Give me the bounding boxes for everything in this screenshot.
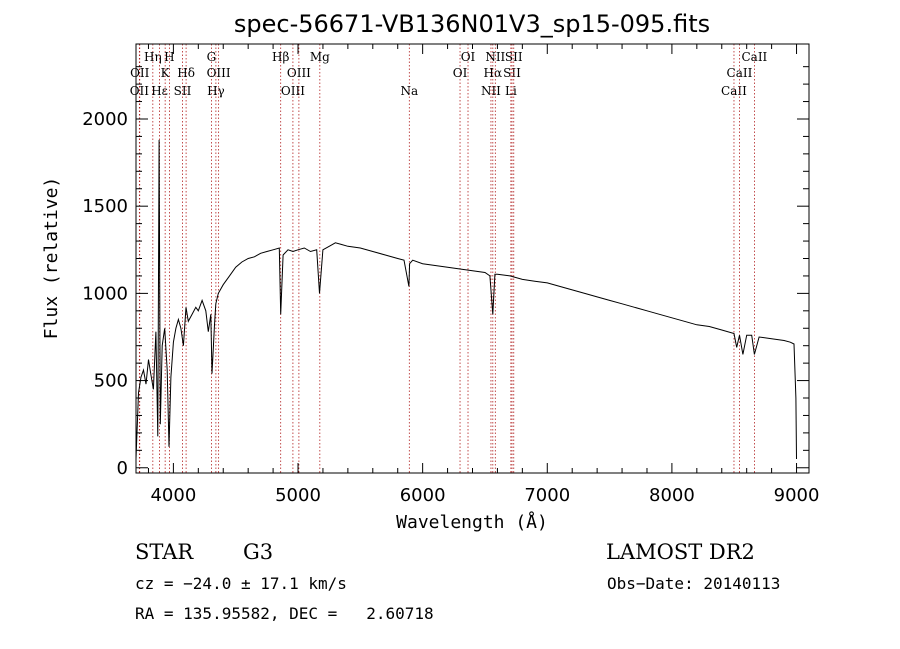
- spectral-line-label: NII: [485, 50, 505, 64]
- spectral-line-label: SII: [505, 50, 523, 64]
- x-axis-label: Wavelength (Å): [396, 511, 548, 533]
- object-class: STAR: [135, 540, 194, 564]
- spectral-line-label: OIII: [207, 66, 231, 80]
- spectrum-line: [135, 139, 797, 460]
- spectral-line-label: Hδ: [177, 66, 195, 80]
- x-tick-label: 8000: [649, 485, 695, 506]
- spectral-line-label: Hε: [151, 84, 168, 98]
- spectral-line-label: CaII: [741, 50, 767, 64]
- spectral-line-label: K: [161, 66, 171, 80]
- axis-ticks: 4000 5000 6000 7000 8000 9000 0 500 1000 1500 2000: [82, 44, 819, 506]
- ra-dec-coordinates: RA = 135.95582, DEC = 2.60718: [135, 604, 434, 623]
- x-tick-label: 7000: [524, 485, 570, 506]
- x-tick-label: 6000: [400, 485, 446, 506]
- spectral-line-label: Li: [505, 84, 517, 98]
- x-tick-label: 4000: [150, 485, 196, 506]
- line-annotations: OIIOIIHηHεKHSIIHδGHγOIIIHβOIIIOIIIMgNaOI…: [130, 44, 768, 473]
- plot-frame: [135, 43, 810, 474]
- spectral-line-label: Hη: [144, 50, 162, 64]
- spectral-line-label: OI: [453, 66, 468, 80]
- spectral-line-label: Hβ: [272, 50, 289, 64]
- spectral-line-label: Na: [400, 84, 418, 98]
- spectral-line-label: NII: [481, 84, 501, 98]
- chart-title: spec-56671-VB136N01V3_sp15-095.fits: [234, 10, 710, 38]
- spectral-line-label: G: [207, 50, 217, 64]
- y-tick-label: 0: [117, 458, 128, 479]
- y-tick-label: 1000: [82, 283, 128, 304]
- x-tick-label: 5000: [275, 485, 321, 506]
- spectral-line-label: OI: [461, 50, 476, 64]
- redshift-velocity: cz = −24.0 ± 17.1 km/s: [135, 574, 347, 593]
- y-tick-label: 500: [94, 371, 128, 392]
- spectral-line-label: CaII: [727, 66, 753, 80]
- spectral-line-label: H: [164, 50, 174, 64]
- spectral-line-label: Mg: [310, 50, 330, 64]
- spectral-line-label: Hγ: [207, 84, 225, 98]
- y-tick-label: 1500: [82, 196, 128, 217]
- spectral-line-label: Hα: [484, 66, 503, 80]
- survey-label: LAMOST DR2: [606, 540, 755, 564]
- y-axis-label: Flux (relative): [41, 177, 62, 340]
- spectral-line-label: OIII: [287, 66, 311, 80]
- x-tick-label: 9000: [774, 485, 820, 506]
- observation-date: Obs−Date: 20140113: [607, 574, 781, 593]
- object-subclass: G3: [243, 540, 274, 564]
- y-tick-label: 2000: [82, 109, 128, 130]
- spectral-line-label: CaII: [721, 84, 747, 98]
- spectral-line-label: SII: [174, 84, 192, 98]
- spectral-line-label: SII: [503, 66, 521, 80]
- spectral-line-label: OIII: [281, 84, 305, 98]
- spectral-line-label: OII: [130, 66, 150, 80]
